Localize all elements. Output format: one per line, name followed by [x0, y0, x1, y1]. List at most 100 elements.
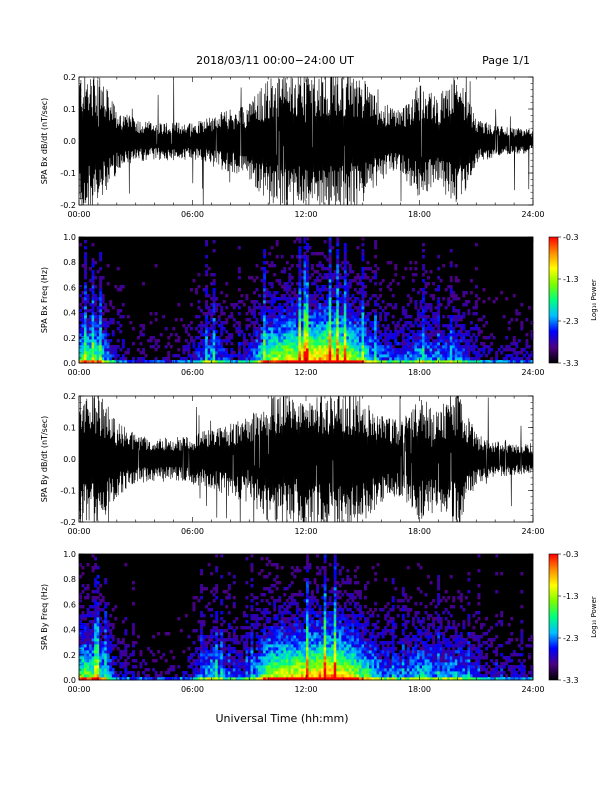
spectrogram-cell	[401, 357, 405, 361]
spectrogram-cell	[255, 671, 259, 675]
spectrogram-cell	[255, 644, 259, 648]
spectrogram-cell	[318, 644, 322, 648]
spectrogram-cell	[295, 611, 299, 615]
spectrogram-cell	[258, 324, 261, 328]
spectrogram-cell	[295, 620, 299, 624]
spectrogram-cell	[174, 677, 178, 681]
spectrogram-cell	[86, 671, 90, 675]
spectrogram-cell	[333, 318, 337, 322]
spectrogram-cell	[409, 315, 413, 319]
spectrogram-cell	[253, 674, 256, 678]
spectrogram-cell	[260, 312, 264, 316]
spectrogram-cell	[447, 348, 451, 352]
spectrogram-cell	[527, 345, 531, 349]
spectrogram-cell	[275, 638, 279, 642]
spectrogram-cell	[386, 357, 390, 361]
spectrogram-cell	[278, 327, 282, 331]
spectrogram-cell	[308, 638, 312, 642]
spectrogram-cell	[79, 327, 82, 331]
spectrogram-cell	[306, 306, 309, 310]
spectrogram-cell	[225, 668, 229, 672]
spectrogram-cell	[84, 333, 87, 337]
spectrogram-cell	[326, 306, 330, 310]
spectrogram-cell	[283, 324, 287, 328]
spectrogram-cell	[263, 327, 267, 331]
spectrogram-cell	[227, 674, 231, 678]
spectrogram-cell	[131, 342, 135, 346]
spectrogram-cell	[374, 300, 378, 304]
spectrogram-cell	[94, 333, 98, 337]
spectrogram-cell	[323, 557, 327, 561]
spectrogram-cell	[121, 354, 125, 358]
spectrogram-cell	[192, 653, 196, 657]
y-tick-label: 0.0	[63, 455, 76, 464]
spectrogram-cell	[285, 261, 289, 265]
spectrogram-cell	[94, 294, 98, 298]
spectrogram-cell	[313, 650, 317, 654]
spectrogram-cell	[389, 261, 393, 265]
spectrogram-cell	[416, 318, 420, 322]
spectrogram-cell	[273, 357, 277, 361]
spectrogram-cell	[313, 300, 317, 304]
spectrogram-cell	[104, 644, 108, 648]
spectrogram-cell	[278, 605, 282, 609]
spectrogram-cell	[275, 345, 279, 349]
spectrogram-cell	[449, 285, 453, 289]
spectrogram-cell	[300, 668, 304, 672]
spectrogram-cell	[298, 641, 302, 645]
spectrogram-cell	[300, 638, 304, 642]
spectrogram-cell	[290, 354, 294, 358]
spectrogram-cell	[464, 360, 468, 364]
spectrogram-cell	[288, 297, 292, 301]
spectrogram-cell	[89, 336, 93, 340]
spectrogram-cell	[318, 641, 322, 645]
spectrogram-cell	[444, 306, 448, 310]
spectrogram-cell	[505, 345, 509, 349]
spectrogram-cell	[79, 635, 82, 639]
spectrogram-cell	[104, 620, 108, 624]
spectrogram-cell	[202, 671, 206, 675]
spectrogram-cell	[260, 330, 264, 334]
spectrogram-cell	[323, 593, 327, 597]
spectrogram-cell	[328, 252, 332, 256]
spectrogram-cell	[283, 665, 287, 669]
spectrogram-cell	[442, 333, 446, 337]
spectrogram-cell	[116, 677, 120, 681]
spectrogram-cell	[210, 572, 214, 576]
spectrogram-cell	[215, 617, 219, 621]
spectrogram-cell	[96, 357, 100, 361]
spectrogram-cell	[99, 297, 103, 301]
spectrogram-cell	[84, 348, 87, 352]
spectrogram-cell	[263, 360, 267, 364]
spectrogram-cell	[273, 333, 277, 337]
spectrogram-cell	[197, 306, 201, 310]
spectrogram-cell	[306, 578, 309, 582]
spectrogram-cell	[525, 345, 529, 349]
spectrogram-cell	[247, 342, 251, 346]
spectrogram-cell	[280, 671, 284, 675]
spectrogram-cell	[482, 315, 486, 319]
spectrogram-cell	[222, 656, 226, 660]
spectrogram-cell	[429, 348, 433, 352]
spectrogram-cell	[338, 357, 342, 361]
spectrogram-cell	[197, 599, 201, 603]
spectrogram-cell	[419, 360, 423, 364]
spectrogram-cell	[295, 345, 299, 349]
spectrogram-cell	[500, 291, 504, 295]
spectrogram-cell	[439, 339, 443, 343]
spectrogram-cell	[306, 647, 309, 651]
spectrogram-cell	[91, 632, 95, 636]
spectrogram-cell	[348, 321, 352, 325]
spectrogram-cell	[306, 315, 309, 319]
spectrogram-cell	[318, 638, 322, 642]
spectrogram-cell	[280, 617, 284, 621]
spectrogram-cell	[96, 662, 100, 666]
spectrogram-cell	[91, 677, 95, 681]
spectrogram-cell	[96, 614, 100, 618]
spectrogram-cell	[81, 644, 85, 648]
spectrogram-cell	[280, 315, 284, 319]
spectrogram-cell	[260, 599, 264, 603]
spectrogram-cell	[323, 240, 327, 244]
spectrogram-cell	[111, 662, 115, 666]
spectrogram-cell	[275, 297, 279, 301]
